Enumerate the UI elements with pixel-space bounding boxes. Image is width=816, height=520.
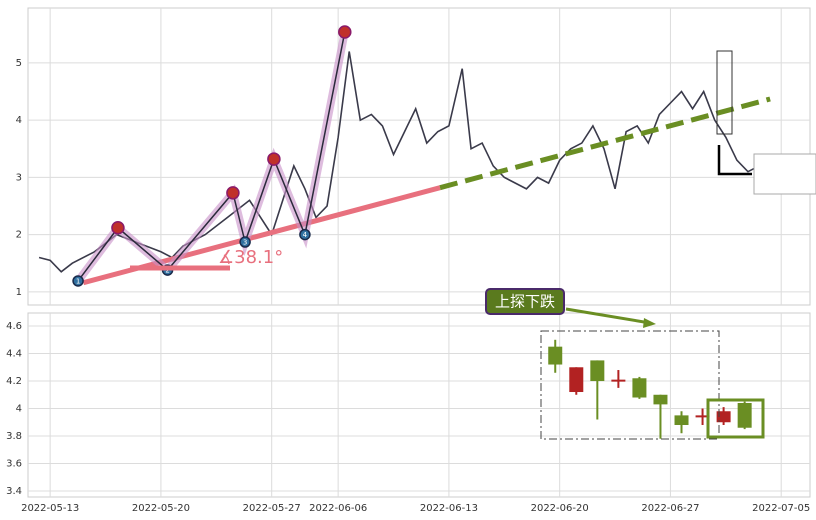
trend-line xyxy=(439,96,771,191)
annotation-arrow xyxy=(565,307,651,325)
candle-body xyxy=(674,415,689,425)
candle-body xyxy=(548,346,563,365)
y-tick-label: 4.4 xyxy=(6,349,22,360)
high-pivot xyxy=(111,220,125,235)
angle-label: ∡38.1° xyxy=(218,247,283,268)
low-pivot xyxy=(72,275,84,287)
candle-body xyxy=(695,415,710,418)
pivot-label: 1 xyxy=(76,277,80,285)
x-tick-label: 2022-06-20 xyxy=(531,503,589,514)
low-pivot xyxy=(239,236,251,248)
y-tick-label: 4.2 xyxy=(6,376,22,387)
candle-body xyxy=(653,394,668,405)
pivot-label: 4 xyxy=(303,231,308,239)
top-panel xyxy=(27,7,811,306)
bottom-panel xyxy=(27,312,811,498)
y-tick-label: 1 xyxy=(16,287,22,298)
x-tick-label: 2022-06-06 xyxy=(309,503,367,514)
y-tick-label: 4.6 xyxy=(6,321,22,332)
x-tick-label: 2022-05-20 xyxy=(132,503,190,514)
y-tick-label: 3.4 xyxy=(6,486,22,497)
pivot-label: 3 xyxy=(243,239,247,247)
highlight-box xyxy=(706,398,765,439)
low-pivot xyxy=(299,228,311,241)
zoom-inset xyxy=(753,153,816,195)
annotation-box xyxy=(485,288,565,315)
high-pivot xyxy=(338,25,352,39)
candle-body xyxy=(611,379,626,382)
candle-body xyxy=(737,403,752,428)
x-tick-label: 2022-06-13 xyxy=(420,503,478,514)
candle-body xyxy=(632,378,647,398)
high-pivot xyxy=(267,152,281,166)
zigzag xyxy=(77,31,346,282)
annotation-text: 上探下跌 xyxy=(495,293,555,311)
y-tick-label: 3.8 xyxy=(6,431,22,442)
x-tick-label: 2022-07-05 xyxy=(752,503,810,514)
x-tick-label: 2022-05-27 xyxy=(243,503,301,514)
y-tick-label: 4 xyxy=(16,115,22,126)
y-tick-label: 2 xyxy=(16,230,22,241)
y-tick-label: 3 xyxy=(16,172,22,183)
annotation-arrowhead xyxy=(643,318,656,328)
pivot-label: 2 xyxy=(165,267,169,275)
candle-body xyxy=(569,367,584,393)
y-tick-label: 4 xyxy=(16,404,22,415)
x-tick-label: 2022-06-27 xyxy=(641,503,699,514)
y-tick-label: 5 xyxy=(16,58,22,69)
pattern-box xyxy=(540,330,720,440)
zoom-box xyxy=(716,50,733,135)
candle-body xyxy=(716,411,731,423)
zoom-arrow xyxy=(717,145,752,176)
x-tick-label: 2022-05-13 xyxy=(21,503,79,514)
y-tick-label: 3.6 xyxy=(6,458,22,469)
candle-body xyxy=(590,360,605,382)
high-pivot xyxy=(226,186,240,200)
